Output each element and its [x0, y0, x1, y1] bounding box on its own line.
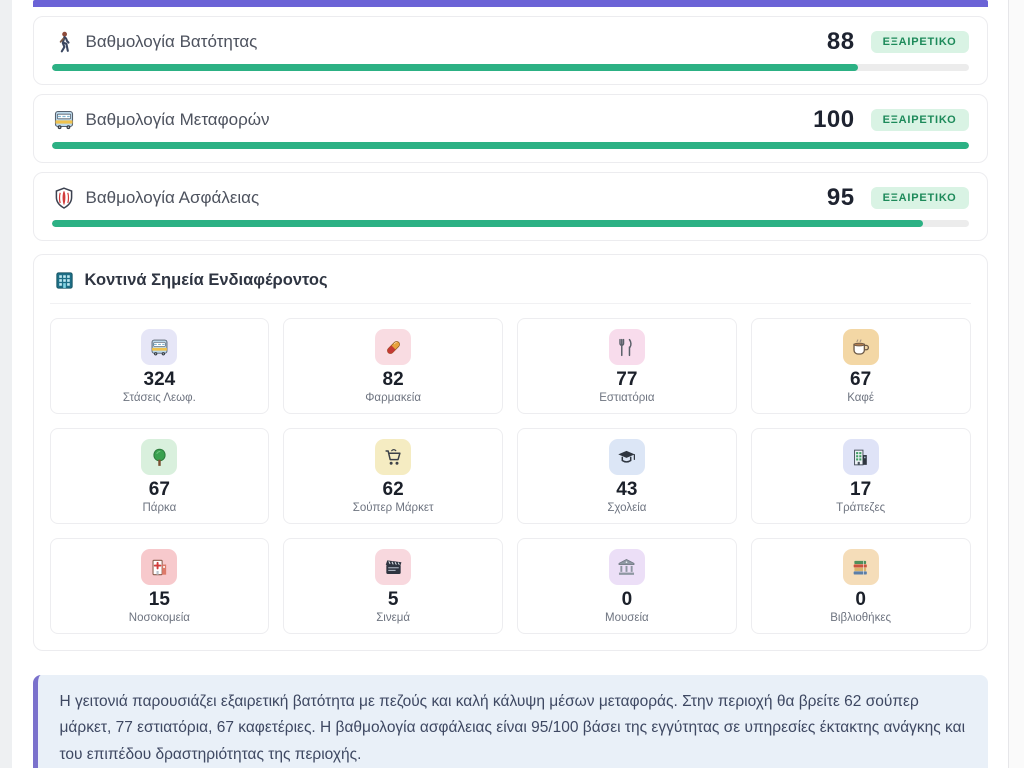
score-value: 95: [826, 184, 855, 211]
poi-count: 82: [382, 369, 404, 390]
grid-building-icon: [54, 270, 75, 291]
poi-label: Νοσοκομεία: [128, 612, 190, 624]
poi-icon-box: [141, 329, 178, 365]
score-card-1: Βαθμολογία Μεταφορών 100 ΕΞΑΙΡΕΤΙΚΟ: [32, 94, 988, 163]
poi-card-item: 0 Μουσεία: [517, 538, 737, 634]
poi-label: Τράπεζες: [836, 502, 886, 514]
poi-count: 324: [143, 369, 176, 390]
score-label: Βαθμολογία Μεταφορών: [85, 110, 270, 129]
poi-icon-box: [608, 439, 645, 475]
poi-card-item: 62 Σούπερ Μάρκετ: [283, 428, 503, 524]
summary-text: Η γειτονιά παρουσιάζει εξαιρετική βατότη…: [59, 693, 966, 763]
poi-icon-box: [608, 549, 645, 585]
poi-count: 77: [616, 369, 638, 390]
score-card-2: Βαθμολογία Ασφάλειας 95 ΕΞΑΙΡΕΤΙΚΟ: [32, 172, 988, 241]
poi-grid: 324 Στάσεις Λεωφ. 82 Φαρμακεία 77 Εστιατ…: [49, 318, 971, 634]
graduation-icon: [616, 447, 637, 468]
score-progress-track: [51, 220, 969, 227]
poi-count: 5: [387, 589, 399, 610]
bus-icon: [149, 337, 170, 358]
poi-section-header: Κοντινά Σημεία Ενδιαφέροντος: [49, 270, 971, 304]
poi-label: Σούπερ Μάρκετ: [352, 502, 434, 514]
tree-icon: [149, 447, 170, 468]
hospital-icon: [149, 557, 170, 578]
poi-label: Σινεμά: [376, 612, 411, 624]
poi-card-item: 67 Καφέ: [750, 318, 971, 414]
poi-icon-box: [375, 439, 412, 475]
poi-icon-box: [842, 329, 879, 365]
poi-card-item: 82 Φαρμακεία: [283, 318, 503, 414]
pill-icon: [383, 337, 404, 358]
cinema-icon: [383, 557, 404, 578]
coffee-icon: [850, 337, 871, 358]
poi-card-item: 17 Τράπεζες: [750, 428, 971, 524]
poi-icon-box: [375, 329, 412, 365]
poi-card-item: 43 Σχολεία: [517, 428, 737, 524]
summary-callout: Η γειτονιά παρουσιάζει εξαιρετική βατότη…: [32, 675, 988, 768]
poi-label: Σχολεία: [607, 502, 647, 514]
bank-icon: [850, 447, 871, 468]
cutlery-icon: [616, 337, 637, 358]
poi-count: 15: [148, 589, 170, 610]
books-icon: [850, 557, 871, 578]
score-value: 100: [813, 106, 855, 133]
poi-card-item: 15 Νοσοκομεία: [49, 538, 270, 634]
score-list: Βαθμολογία Βατότητας 88 ΕΞΑΙΡΕΤΙΚΟ Βαθμο…: [32, 16, 988, 241]
poi-label: Καφέ: [847, 392, 874, 404]
poi-label: Βιβλιοθήκες: [830, 612, 891, 624]
poi-label: Στάσεις Λεωφ.: [122, 392, 196, 404]
shield-icon: [52, 186, 76, 210]
accent-bar: [32, 0, 988, 7]
poi-card-item: 67 Πάρκα: [49, 428, 270, 524]
museum-icon: [616, 557, 637, 578]
score-progress-track: [51, 142, 969, 149]
score-rating-badge: ΕΞΑΙΡΕΤΙΚΟ: [870, 109, 969, 131]
poi-count: 67: [850, 369, 872, 390]
poi-icon-box: [141, 439, 178, 475]
poi-icon-box: [608, 329, 645, 365]
poi-card-item: 324 Στάσεις Λεωφ.: [49, 318, 270, 414]
score-label: Βαθμολογία Ασφάλειας: [85, 188, 260, 207]
poi-label: Εστιατόρια: [599, 392, 655, 404]
poi-section: Κοντινά Σημεία Ενδιαφέροντος 324 Στάσεις…: [32, 254, 988, 651]
poi-card-item: 0 Βιβλιοθήκες: [750, 538, 971, 634]
score-rating-badge: ΕΞΑΙΡΕΤΙΚΟ: [870, 31, 969, 53]
poi-icon-box: [375, 549, 412, 585]
cart-icon: [383, 447, 404, 468]
score-progress-fill: [51, 64, 859, 71]
poi-count: 43: [616, 479, 638, 500]
poi-card-item: 77 Εστιατόρια: [517, 318, 737, 414]
poi-icon-box: [842, 439, 879, 475]
poi-count: 0: [621, 589, 633, 610]
score-progress-track: [51, 64, 969, 71]
poi-section-title: Κοντινά Σημεία Ενδιαφέροντος: [84, 271, 328, 289]
score-label: Βαθμολογία Βατότητας: [85, 32, 258, 51]
poi-count: 62: [382, 479, 404, 500]
poi-icon-box: [842, 549, 879, 585]
score-progress-fill: [51, 220, 923, 227]
score-rating-badge: ΕΞΑΙΡΕΤΙΚΟ: [870, 187, 969, 209]
poi-count: 0: [855, 589, 866, 610]
scrollbar-track[interactable]: [1008, 0, 1024, 768]
score-progress-fill: [51, 142, 969, 149]
score-card-0: Βαθμολογία Βατότητας 88 ΕΞΑΙΡΕΤΙΚΟ: [32, 16, 988, 85]
poi-label: Μουσεία: [605, 612, 649, 624]
poi-icon-box: [141, 549, 178, 585]
poi-label: Φαρμακεία: [365, 392, 421, 404]
poi-count: 67: [148, 479, 170, 500]
bus-icon: [52, 108, 76, 132]
poi-count: 17: [850, 479, 872, 500]
report-panel: Βαθμολογία Βατότητας 88 ΕΞΑΙΡΕΤΙΚΟ Βαθμο…: [12, 0, 1008, 768]
poi-card-item: 5 Σινεμά: [283, 538, 503, 634]
pedestrian-icon: [52, 30, 76, 54]
poi-label: Πάρκα: [142, 502, 177, 514]
score-value: 88: [826, 28, 855, 55]
